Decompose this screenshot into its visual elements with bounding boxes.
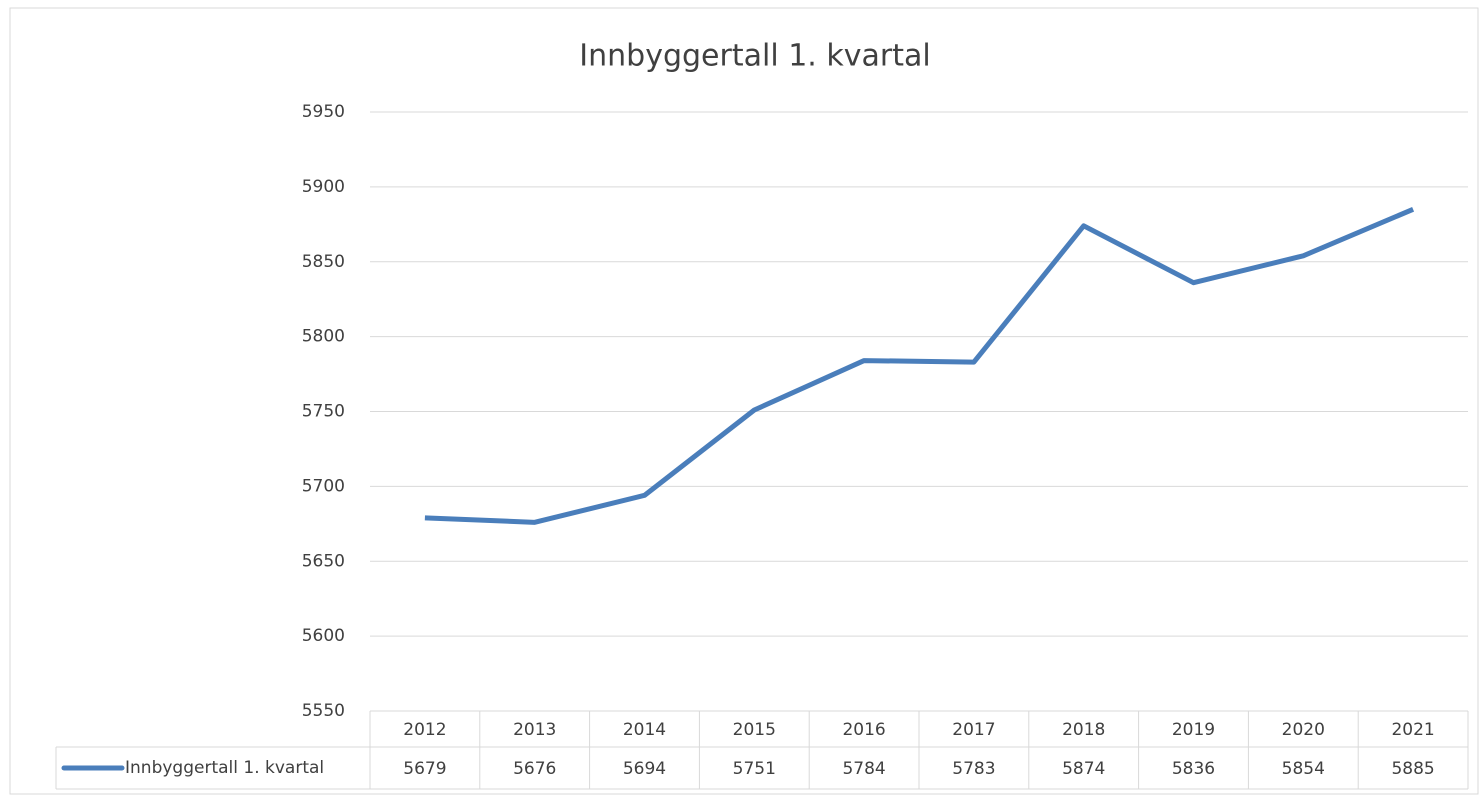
data-table-value: 5751 <box>733 759 776 779</box>
x-tick-label: 2012 <box>403 720 446 740</box>
x-tick-label: 2016 <box>842 720 885 740</box>
y-tick-label: 5750 <box>302 402 345 422</box>
data-table-value: 5836 <box>1172 759 1215 779</box>
x-tick-label: 2020 <box>1282 720 1325 740</box>
x-tick-label: 2021 <box>1391 720 1434 740</box>
data-table-value: 5694 <box>623 759 666 779</box>
data-table-value: 5854 <box>1282 759 1325 779</box>
x-tick-label: 2019 <box>1172 720 1215 740</box>
y-tick-label: 5600 <box>302 626 345 646</box>
chart-title: Innbyggertall 1. kvartal <box>579 39 930 74</box>
data-table-value: 5885 <box>1391 759 1434 779</box>
x-tick-label: 2014 <box>623 720 666 740</box>
x-tick-label: 2018 <box>1062 720 1105 740</box>
y-tick-label: 5700 <box>302 476 345 496</box>
data-table-value: 5874 <box>1062 759 1105 779</box>
chart-border <box>9 7 1479 795</box>
y-tick-label: 5850 <box>302 252 345 272</box>
data-table-value: 5784 <box>842 759 885 779</box>
y-tick-label: 5800 <box>302 327 345 347</box>
series-line <box>424 207 1415 525</box>
y-tick-label: 5650 <box>302 551 345 571</box>
y-tick-label: 5550 <box>302 701 345 721</box>
data-table-value: 5679 <box>403 759 446 779</box>
y-tick-label: 5950 <box>302 102 345 122</box>
y-tick-label: 5900 <box>302 177 345 197</box>
x-tick-label: 2017 <box>952 720 995 740</box>
x-tick-label: 2015 <box>733 720 776 740</box>
x-tick-label: 2013 <box>513 720 556 740</box>
legend-label: Innbyggertall 1. kvartal <box>125 758 324 778</box>
data-table-value: 5676 <box>513 759 556 779</box>
data-table-value: 5783 <box>952 759 995 779</box>
